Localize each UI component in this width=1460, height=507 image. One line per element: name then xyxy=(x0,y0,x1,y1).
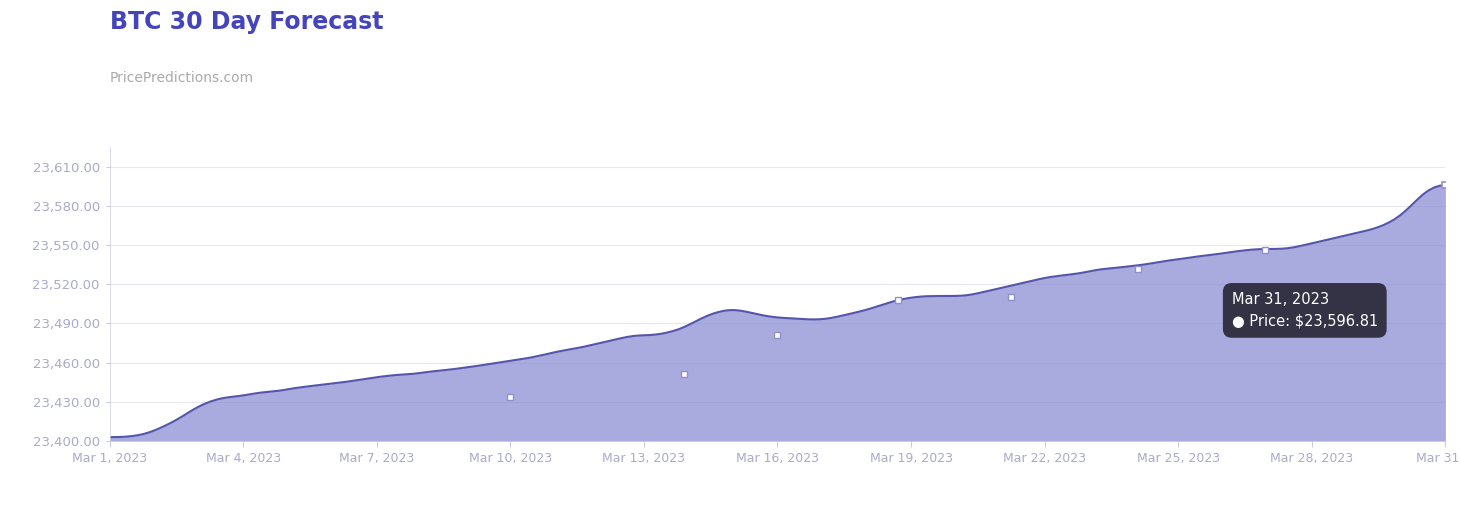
Text: BTC 30 Day Forecast: BTC 30 Day Forecast xyxy=(110,10,383,34)
Text: Mar 31, 2023
● Price: $23,596.81: Mar 31, 2023 ● Price: $23,596.81 xyxy=(1232,292,1378,329)
Text: PricePredictions.com: PricePredictions.com xyxy=(110,71,254,85)
